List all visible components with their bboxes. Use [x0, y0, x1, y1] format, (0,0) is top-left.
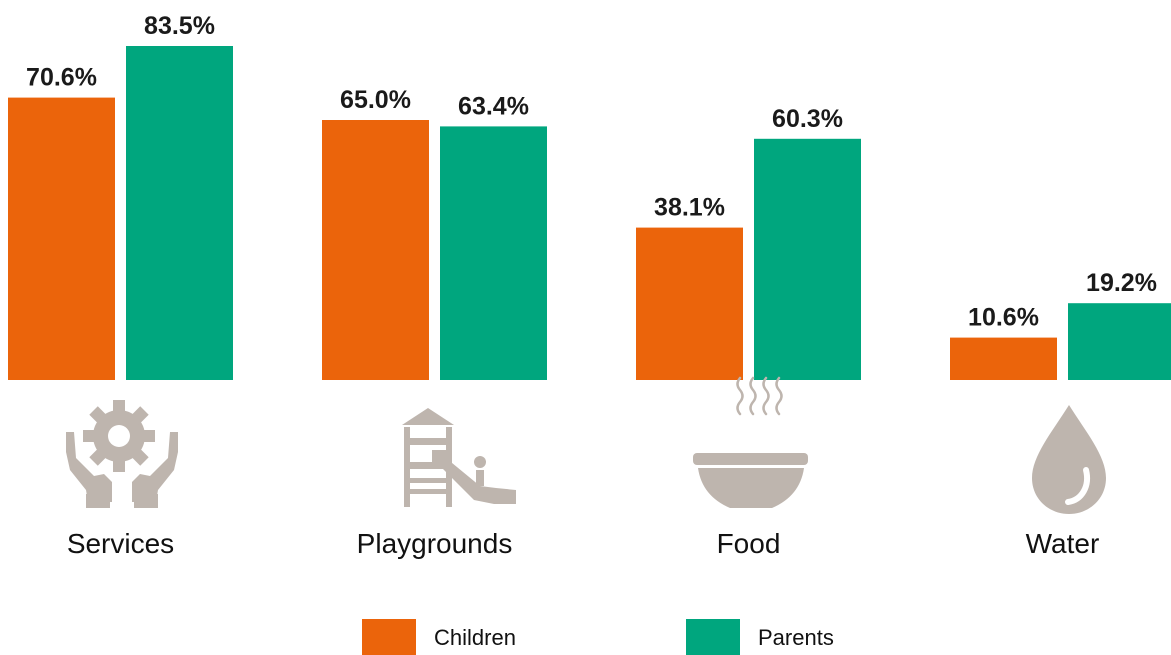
bar-children-food [636, 227, 743, 380]
bar-children-water [950, 337, 1057, 380]
hands-gear-icon [66, 400, 178, 508]
bar-parents-services [126, 46, 233, 380]
value-labels-layer: 70.6% 83.5% 65.0% 63.4% 38.1% 60.3% 10.6% 19.2% [26, 12, 1157, 332]
category-label-water: Water [1026, 528, 1100, 559]
value-label-children-services: 70.6% [26, 64, 97, 92]
value-label-children-food: 38.1% [654, 194, 725, 222]
legend-swatch-parents [686, 619, 740, 655]
playground-slide-icon [402, 408, 516, 507]
value-label-parents-food: 60.3% [772, 105, 843, 133]
value-label-parents-water: 19.2% [1086, 269, 1157, 297]
legend-label-children: Children [434, 625, 516, 650]
category-labels: Services Playgrounds Food Water [67, 528, 1100, 559]
category-label-services: Services [67, 528, 174, 559]
bar-parents-water [1068, 303, 1171, 380]
water-drop-icon [1032, 405, 1106, 514]
legend-label-parents: Parents [758, 625, 834, 650]
bars-layer [8, 46, 1171, 381]
value-label-children-playgrounds: 65.0% [340, 86, 411, 114]
value-label-parents-services: 83.5% [144, 12, 215, 40]
value-label-children-water: 10.6% [968, 304, 1039, 332]
bar-children-playgrounds [322, 120, 429, 380]
value-label-parents-playgrounds: 63.4% [458, 92, 529, 120]
bar-children-services [8, 97, 115, 380]
bar-parents-playgrounds [440, 126, 547, 381]
soup-bowl-icon [693, 376, 808, 508]
legend: Children Parents [362, 619, 834, 655]
category-label-food: Food [717, 528, 781, 559]
legend-swatch-children [362, 619, 416, 655]
bar-parents-food [754, 138, 861, 380]
category-label-playgrounds: Playgrounds [357, 528, 513, 559]
